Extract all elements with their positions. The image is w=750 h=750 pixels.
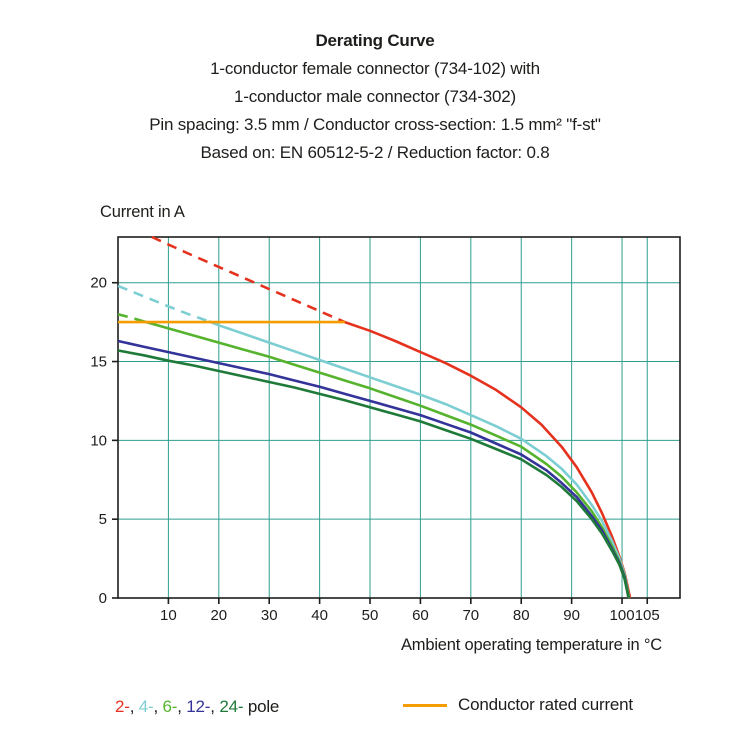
x-tick-label: 10 — [160, 607, 177, 624]
legend-separator: , — [210, 697, 220, 716]
legend-separator: , — [129, 697, 139, 716]
legend-pole-item: 24- — [219, 697, 244, 716]
legend-rated: Conductor rated current — [403, 694, 633, 716]
x-tick-label: 50 — [362, 607, 379, 624]
x-tick-label: 90 — [563, 607, 580, 624]
y-tick-label: 20 — [90, 275, 107, 292]
series-path-2-pole — [151, 235, 346, 324]
x-axis-title: Ambient operating temperature in °C — [401, 636, 662, 654]
x-tick-label: 80 — [513, 607, 530, 624]
rated-current-label: Conductor rated current — [458, 695, 633, 714]
x-tick-label: 70 — [462, 607, 479, 624]
derating-chart-svg: 10 20 30 40 50 60 70 80 90 100 105 0 5 10 15 20 — [90, 235, 681, 624]
chart-subtitle-line: 1-conductor male connector (734-302) — [234, 87, 516, 106]
series-path-6-pole — [142, 320, 631, 599]
x-tick-label: 100 — [610, 607, 635, 624]
derating-chart: 10 20 30 40 50 60 70 80 90 100 105 0 5 10 15 20 — [0, 230, 750, 630]
series-path-24-pole — [117, 349, 630, 599]
x-tick-label: 30 — [261, 607, 278, 624]
chart-subtitle-line: Pin spacing: 3.5 mm / Conductor cross-se… — [149, 115, 601, 134]
series-path-12-pole — [117, 339, 630, 599]
x-tick-label: 20 — [210, 607, 227, 624]
y-tick-label: 0 — [99, 590, 107, 607]
legend-pole-item: 12- — [186, 697, 211, 716]
rated-current-line-swatch — [403, 703, 447, 707]
plot-border — [117, 236, 681, 599]
legend-pole-item: 2- — [115, 697, 130, 716]
y-tick-label: 15 — [90, 354, 107, 371]
chart-subtitle-line: Based on: EN 60512-5-2 / Reduction facto… — [200, 143, 550, 162]
x-tick-label: 40 — [311, 607, 328, 624]
series-path-4-pole — [117, 284, 210, 323]
y-tick-label: 5 — [99, 511, 107, 528]
series-path-6-pole — [117, 312, 144, 323]
x-tick-label: 60 — [412, 607, 429, 624]
chart-header: Derating Curve 1-conductor female connec… — [0, 27, 750, 167]
x-tick-label: 105 — [635, 607, 660, 624]
legend-separator: , — [153, 697, 163, 716]
legend-pole-item: 6- — [162, 697, 178, 716]
legend-poles: 2-, 4-, 6-, 12-, 24- pole — [115, 697, 279, 717]
chart-subtitle-line: 1-conductor female connector (734-102) w… — [210, 59, 540, 78]
legend-pole-item: 4- — [138, 697, 154, 716]
series-path-4-pole — [208, 320, 631, 599]
legend-separator: , — [177, 697, 187, 716]
y-tick-label: 10 — [90, 432, 107, 449]
legend-pole-suffix: pole — [243, 697, 280, 716]
y-axis-title: Current in A — [100, 203, 185, 221]
series-path-2-pole — [344, 320, 632, 599]
chart-title: Derating Curve — [315, 31, 435, 50]
